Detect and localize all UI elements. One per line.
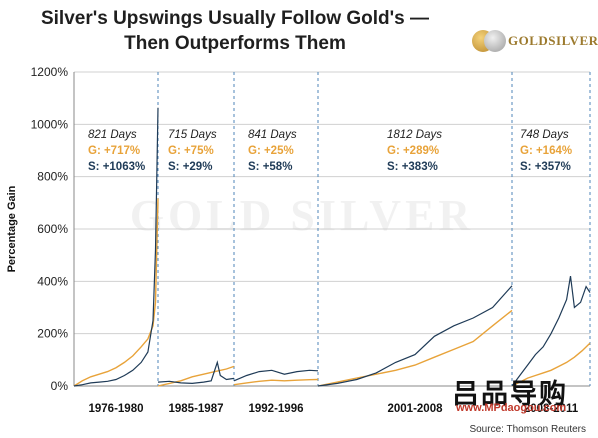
x-period-label: 2008-2011: [524, 403, 579, 415]
silver-series-line: [317, 285, 513, 387]
y-tick-label: 200%: [37, 327, 68, 341]
gold-gain-label: G: +289%: [387, 145, 439, 157]
y-tick-label: 0%: [51, 379, 69, 393]
silver-series-line: [511, 276, 591, 387]
period-days-label: 715 Days: [168, 129, 217, 141]
site-watermark-logo: 吕品导购 www.MPdaogou.com: [452, 372, 592, 418]
y-tick-label: 1200%: [31, 65, 69, 79]
silver-gain-label: S: +29%: [168, 161, 212, 173]
gold-series-line: [233, 378, 319, 386]
y-tick-label: 1000%: [31, 117, 69, 131]
period-days-label: 748 Days: [520, 129, 569, 141]
gold-gain-label: G: +164%: [520, 145, 572, 157]
silver-coin-icon: [484, 30, 506, 52]
y-tick-label: 800%: [37, 170, 68, 184]
gold-gain-label: G: +75%: [168, 145, 214, 157]
silver-gain-label: S: +357%: [520, 161, 571, 173]
source-note: Source: Thomson Reuters: [469, 424, 586, 435]
period-days-label: 821 Days: [88, 129, 137, 141]
period-days-label: 841 Days: [248, 129, 297, 141]
chart-title: Silver's Upswings Usually Follow Gold's …: [0, 6, 470, 56]
silver-series-line: [73, 107, 159, 387]
goldsilver-logo: GOLDSILVER: [470, 28, 598, 54]
silver-gain-label: S: +383%: [387, 161, 438, 173]
gold-gain-label: G: +717%: [88, 145, 140, 157]
x-period-label: 1976-1980: [89, 403, 144, 415]
logo-wordmark: GOLDSILVER: [508, 33, 598, 48]
silver-gain-label: S: +58%: [248, 161, 292, 173]
silver-series-line: [157, 360, 235, 385]
site-watermark-text: 吕品导购: [452, 379, 568, 409]
gold-series-line: [511, 342, 591, 387]
y-tick-label: 600%: [37, 222, 68, 236]
title-line-1: Silver's Upswings Usually Follow Gold's …: [40, 8, 430, 29]
site-watermark-url: www.MPdaogou.com: [456, 402, 567, 414]
y-tick-label: 400%: [37, 274, 68, 288]
period-days-label: 1812 Days: [387, 129, 442, 141]
gold-series-line: [73, 198, 159, 387]
silver-series-line: [233, 369, 319, 382]
gold-series-line: [317, 309, 513, 387]
y-axis-label: Percentage Gain: [6, 185, 18, 272]
gold-gain-label: G: +25%: [248, 145, 294, 157]
title-line-2: Then Outperforms Them: [124, 33, 346, 54]
gold-series-line: [157, 365, 235, 387]
silver-gain-label: S: +1063%: [88, 161, 145, 173]
x-period-label: 2001-2008: [388, 403, 444, 415]
x-period-label: 1985-1987: [169, 403, 224, 415]
background-watermark: GOLD SILVER: [129, 191, 475, 240]
x-period-label: 1992-1996: [249, 403, 304, 415]
